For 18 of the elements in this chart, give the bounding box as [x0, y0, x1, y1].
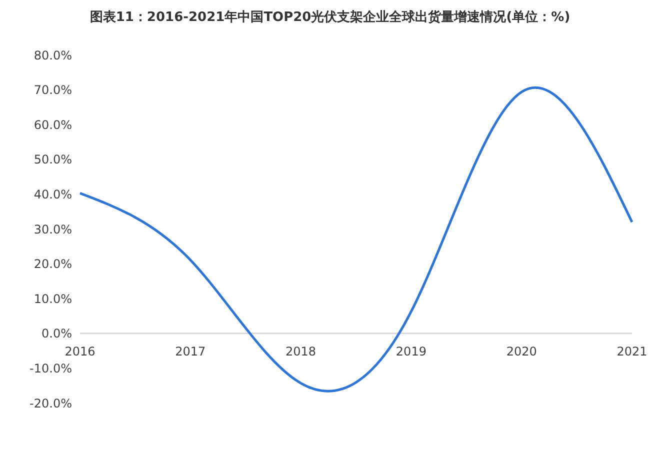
x-tick-label: 2018	[286, 344, 316, 358]
y-tick-label: 20.0%	[34, 257, 72, 272]
x-tick-label: 2021	[616, 344, 648, 358]
y-tick-label: -10.0%	[30, 361, 72, 376]
y-tick-label: 60.0%	[34, 118, 72, 132]
y-tick-label: 10.0%	[34, 292, 72, 306]
x-tick-label: 2016	[64, 344, 96, 358]
chart-title: 图表11：2016-2021年中国TOP20光伏支架企业全球出货量增速情况(单位：%)	[88, 9, 572, 27]
y-tick-label: -20.0%	[30, 396, 72, 410]
y-tick-label: 0.0%	[42, 326, 72, 341]
y-tick-label: 50.0%	[34, 152, 72, 167]
y-tick-label: 30.0%	[34, 222, 72, 236]
x-tick-label: 2020	[506, 344, 537, 358]
x-tick-label: 2017	[175, 344, 206, 358]
y-tick-label: 40.0%	[34, 187, 72, 202]
y-tick-label: 80.0%	[34, 48, 72, 62]
x-tick-label: 2019	[396, 344, 426, 358]
y-tick-label: 70.0%	[34, 83, 72, 98]
